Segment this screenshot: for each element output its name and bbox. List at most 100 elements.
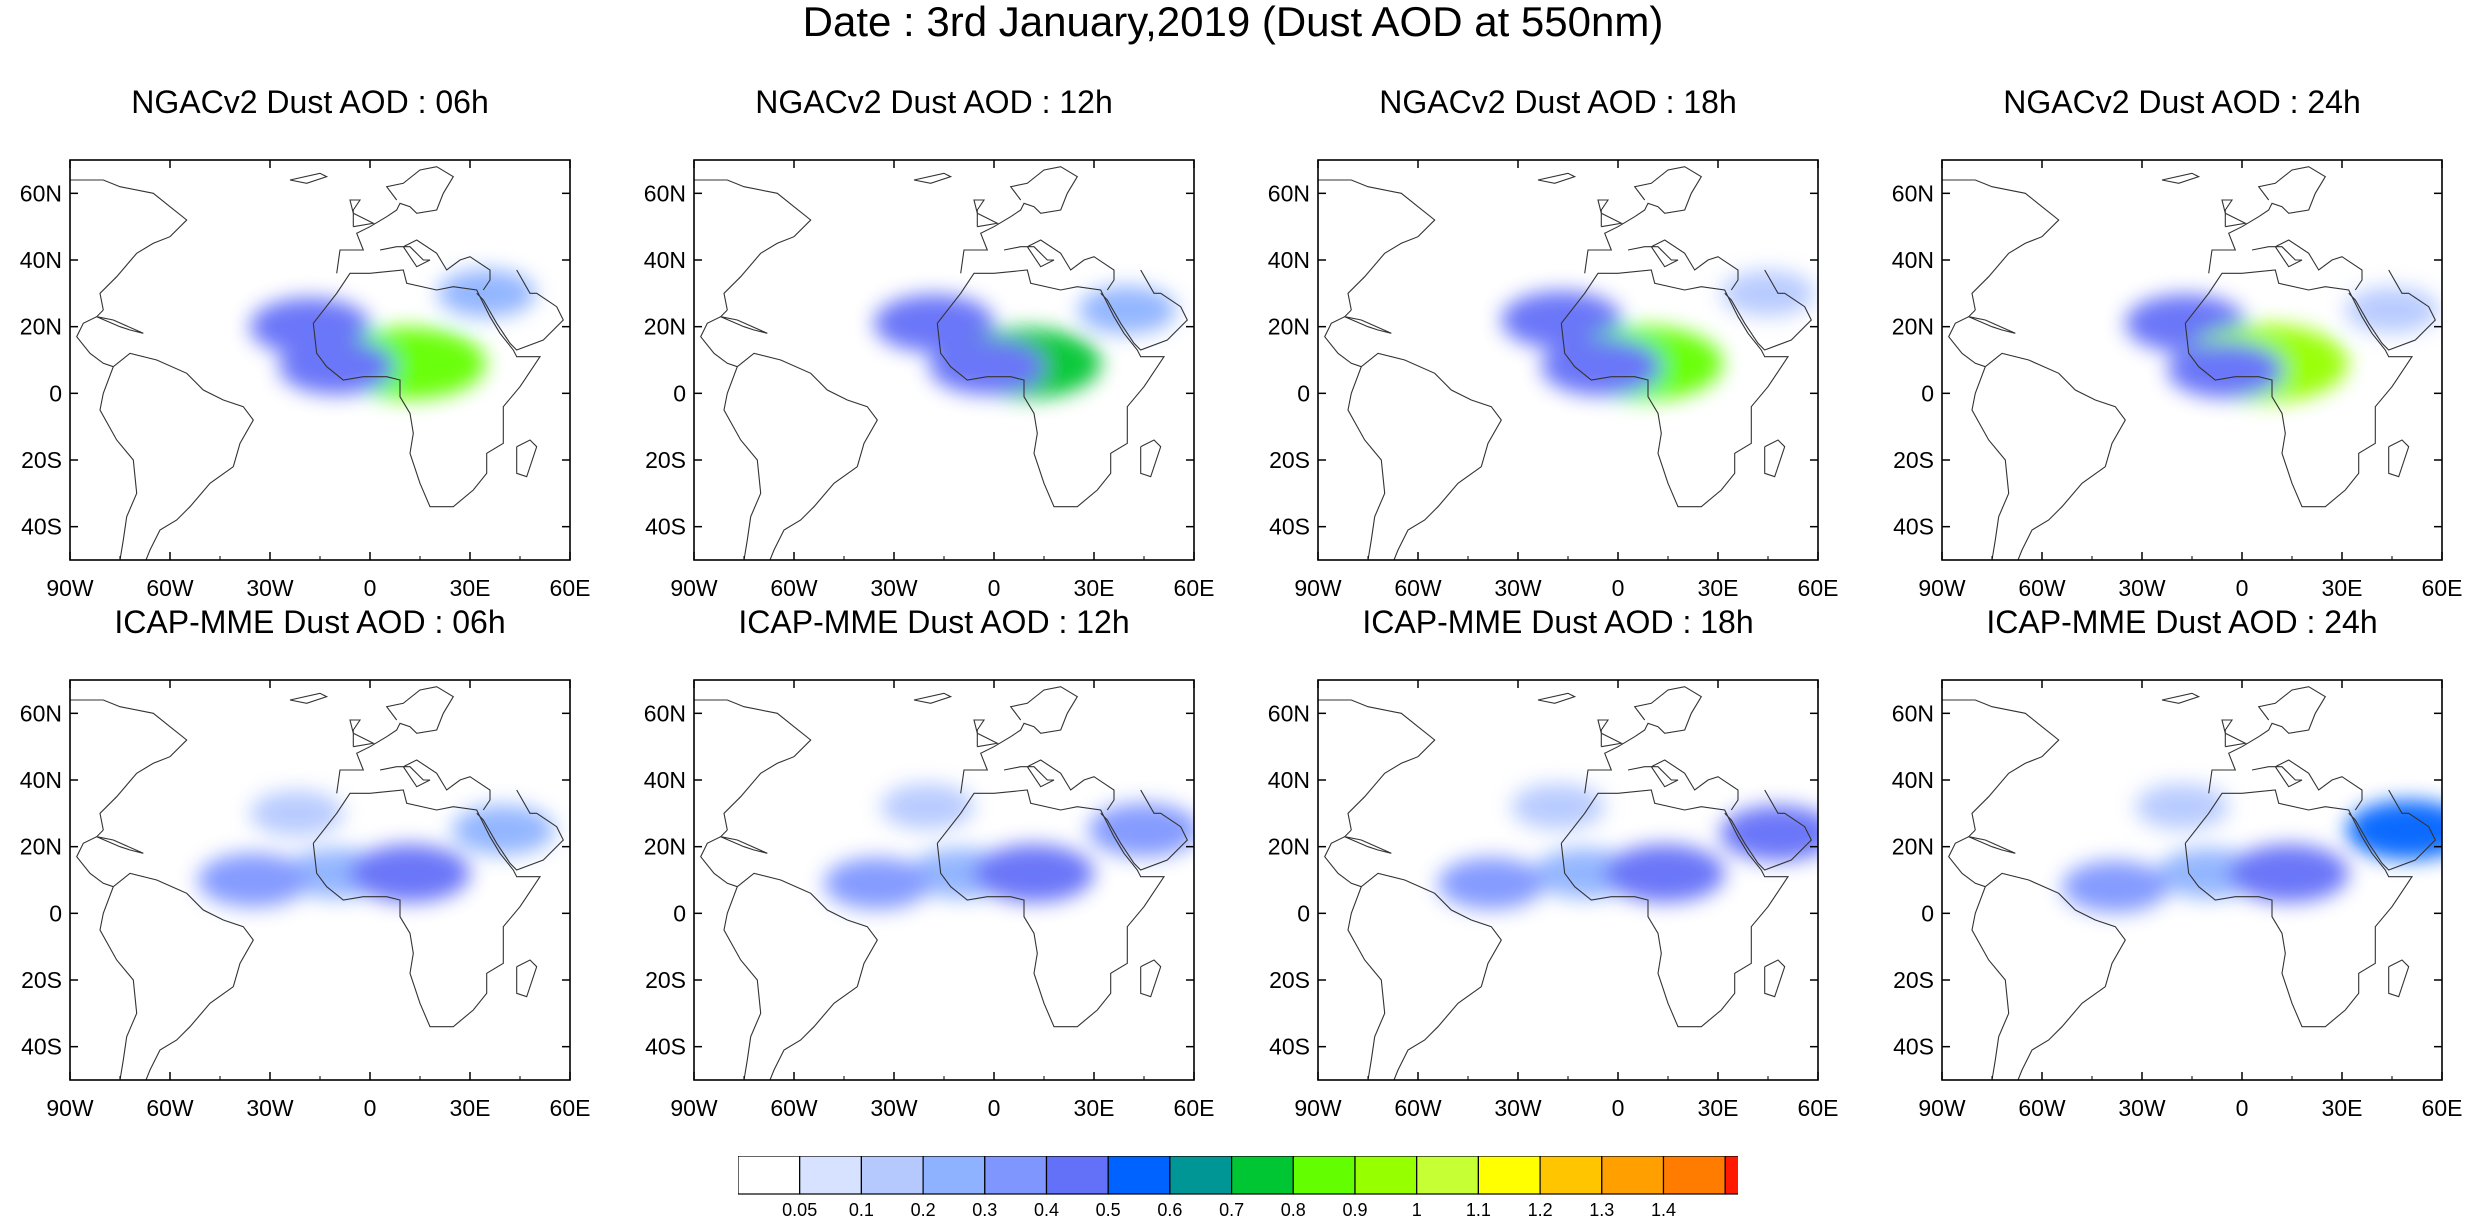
coastline xyxy=(913,172,953,184)
coastline xyxy=(1560,269,1790,508)
y-tick-label: 60N xyxy=(1892,700,1934,726)
y-tick-label: 40S xyxy=(21,1034,62,1060)
coastline xyxy=(476,789,564,871)
map-plot: 90W 60W 30W 0 30E 60E 60N 40N 20N 0 20S 40S xyxy=(644,159,1214,601)
x-tick-label: 0 xyxy=(988,1095,1001,1121)
dust-plume xyxy=(2135,783,2229,830)
colorbar-label: 1.2 xyxy=(1528,1200,1553,1220)
colorbar-box xyxy=(1292,1156,1356,1195)
coastline xyxy=(1140,439,1162,478)
coastline xyxy=(936,789,1166,1028)
y-tick-label: 40S xyxy=(645,514,686,540)
dust-plume xyxy=(823,857,931,910)
map-panel: NGACv2 Dust AOD : 18h 90W 60W 30W 0 30E 60E 60N… xyxy=(1248,84,1839,601)
y-tick-label: 20S xyxy=(645,967,686,993)
coastline xyxy=(112,352,254,560)
y-tick-label: 40N xyxy=(644,767,686,793)
coastline xyxy=(476,269,564,351)
coastline xyxy=(1968,316,2016,334)
map-plot: 90W 60W 30W 0 30E 60E 60N 40N 20N 0 20S 40S xyxy=(644,679,1214,1121)
coastline xyxy=(694,699,812,831)
map-plot: 90W 60W 30W 0 30E 60E 60N 40N 20N 0 20S 40S xyxy=(1268,159,1838,601)
x-tick-label: 30E xyxy=(450,1095,491,1121)
coastline xyxy=(516,959,538,998)
coastline xyxy=(312,269,542,508)
y-tick-label: 40N xyxy=(1268,247,1310,273)
x-tick-label: 30E xyxy=(1074,1095,1115,1121)
x-tick-label: 60W xyxy=(770,575,818,601)
coastline xyxy=(1344,316,1392,334)
colorbar-label: 1.3 xyxy=(1589,1200,1614,1220)
coastline xyxy=(1003,759,1115,811)
coastline xyxy=(1971,886,2010,1080)
y-tick-label: 20S xyxy=(21,967,62,993)
coastline xyxy=(99,886,138,1080)
coastline xyxy=(960,166,1079,274)
y-tick-label: 40N xyxy=(1268,767,1310,793)
coastline xyxy=(736,872,878,1080)
x-tick-label: 30W xyxy=(1494,1095,1542,1121)
coastline xyxy=(2348,269,2436,351)
coastline xyxy=(1724,269,1812,351)
coastline xyxy=(2161,692,2201,704)
coastline xyxy=(2161,172,2201,184)
coastline xyxy=(1984,352,2126,560)
coastline xyxy=(2221,719,2248,748)
coastline xyxy=(1537,692,1577,704)
colorbar-label: 0.05 xyxy=(782,1200,817,1220)
y-tick-label: 40N xyxy=(20,767,62,793)
colorbar-box xyxy=(1169,1156,1233,1195)
colorbar-box xyxy=(922,1156,986,1195)
y-tick-label: 40S xyxy=(1269,514,1310,540)
map-panel: NGACv2 Dust AOD : 24h 90W 60W 30W 0 30E 60E 60N… xyxy=(1872,84,2463,601)
coastline xyxy=(1948,309,1986,368)
coastline xyxy=(2348,789,2436,871)
panel-title: ICAP-MME Dust AOD : 12h xyxy=(738,604,1130,640)
y-tick-label: 40N xyxy=(644,247,686,273)
coastline xyxy=(516,439,538,478)
dust-plume xyxy=(452,805,555,855)
coastline xyxy=(1344,836,1392,854)
x-tick-label: 60W xyxy=(1394,1095,1442,1121)
dust-plume xyxy=(437,269,536,318)
y-tick-label: 20S xyxy=(1269,447,1310,473)
map-panel: ICAP-MME Dust AOD : 18h 90W 60W 30W 0 30E 60E 6… xyxy=(1248,604,1839,1121)
dust-plume xyxy=(197,853,310,907)
panel-title: NGACv2 Dust AOD : 12h xyxy=(755,84,1113,120)
coastline xyxy=(112,872,254,1080)
colorbar-label: 0.5 xyxy=(1096,1200,1121,1220)
colorbar-box xyxy=(1107,1156,1171,1195)
y-tick-label: 40S xyxy=(1893,1034,1934,1060)
y-tick-label: 0 xyxy=(1921,380,1934,406)
panel-title: ICAP-MME Dust AOD : 06h xyxy=(114,604,506,640)
x-tick-label: 0 xyxy=(2236,575,2249,601)
y-tick-label: 40S xyxy=(21,514,62,540)
x-tick-label: 60W xyxy=(2018,575,2066,601)
coastline xyxy=(1360,872,1502,1080)
x-tick-label: 30W xyxy=(2118,1095,2166,1121)
colorbar-box xyxy=(1416,1156,1480,1195)
colorbar-box xyxy=(1539,1156,1603,1195)
coastline xyxy=(70,179,188,311)
y-tick-label: 0 xyxy=(49,380,62,406)
coastline xyxy=(723,366,762,560)
dust-plume xyxy=(873,294,995,353)
coastline xyxy=(960,686,1079,794)
coastline xyxy=(1140,959,1162,998)
colorbar-box xyxy=(984,1156,1048,1195)
coastline xyxy=(973,199,1000,228)
colorbar-label: 0.3 xyxy=(972,1200,997,1220)
y-tick-label: 40S xyxy=(645,1034,686,1060)
panel-title: NGACv2 Dust AOD : 18h xyxy=(1379,84,1737,120)
coastline xyxy=(96,836,144,854)
coastline xyxy=(70,699,188,831)
x-tick-label: 60E xyxy=(1798,575,1839,601)
colorbar-box xyxy=(1354,1156,1418,1195)
coastline xyxy=(1942,699,2060,831)
coastline xyxy=(1627,759,1739,811)
x-tick-label: 30W xyxy=(870,575,918,601)
x-tick-label: 60W xyxy=(770,1095,818,1121)
colorbar-box xyxy=(738,1156,801,1195)
y-tick-label: 60N xyxy=(1268,180,1310,206)
coastline xyxy=(720,836,768,854)
